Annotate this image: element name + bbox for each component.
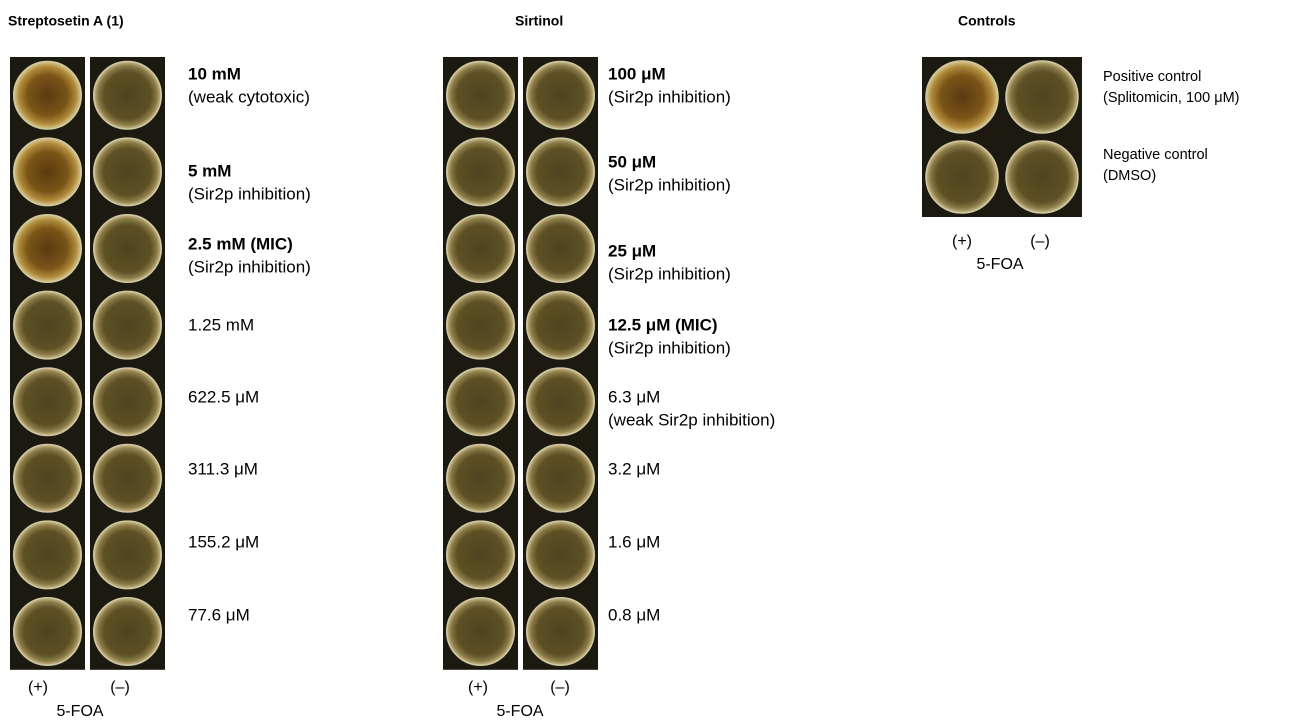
- panel-title: Streptosetin A (1): [8, 13, 124, 29]
- column-label: (+): [28, 679, 48, 696]
- panel-title: Sirtinol: [515, 13, 563, 29]
- well: [14, 598, 82, 666]
- well: [14, 138, 82, 206]
- row-note: (Sir2p inhibition): [608, 338, 731, 357]
- well: [14, 521, 82, 589]
- well: [527, 215, 595, 283]
- well: [447, 215, 515, 283]
- well: [1006, 61, 1078, 133]
- well: [14, 368, 82, 436]
- row-label: 25 μM: [608, 241, 656, 260]
- well: [926, 141, 998, 213]
- column-label: (+): [952, 233, 972, 250]
- well: [94, 445, 162, 513]
- well: [447, 445, 515, 513]
- row-note: (Sir2p inhibition): [608, 87, 731, 106]
- page: Streptosetin A (1) 10 mM (weak cytotoxic) 5…: [0, 0, 1308, 725]
- well: [94, 138, 162, 206]
- well: [94, 521, 162, 589]
- row-note: (Sir2p inhibition): [608, 175, 731, 194]
- well: [527, 138, 595, 206]
- well: [926, 61, 998, 133]
- row-label: 622.5 μM: [188, 387, 259, 406]
- row-label: 100 μM: [608, 64, 666, 83]
- row-note: (weak cytotoxic): [188, 87, 310, 106]
- well: [447, 521, 515, 589]
- well: [447, 598, 515, 666]
- well: [1006, 141, 1078, 213]
- well: [94, 368, 162, 436]
- well: [527, 445, 595, 513]
- axis-label: 5-FOA: [976, 256, 1023, 273]
- row-label: 77.6 μM: [188, 605, 250, 624]
- row-label: Negative control: [1103, 147, 1208, 163]
- row-label: 10 mM: [188, 64, 241, 83]
- row-label: 5 mM: [188, 161, 231, 180]
- well: [14, 215, 82, 283]
- column-label: (–): [550, 679, 570, 696]
- well: [447, 291, 515, 359]
- well: [14, 62, 82, 130]
- row-note: (DMSO): [1103, 168, 1156, 184]
- row-label: 3.2 μM: [608, 459, 660, 478]
- well: [527, 291, 595, 359]
- row-note: (Sir2p inhibition): [608, 264, 731, 283]
- row-label: 6.3 μM: [608, 387, 660, 406]
- axis-label: 5-FOA: [56, 703, 103, 720]
- row-label: 12.5 μM (MIC): [608, 315, 718, 334]
- row-note: (Sir2p inhibition): [188, 184, 311, 203]
- well: [447, 62, 515, 130]
- row-note: (weak Sir2p inhibition): [608, 410, 775, 429]
- figure: Streptosetin A (1) 10 mM (weak cytotoxic) 5…: [0, 0, 1308, 725]
- well: [447, 138, 515, 206]
- row-label: 50 μM: [608, 152, 656, 171]
- well: [94, 598, 162, 666]
- well: [94, 215, 162, 283]
- row-label: 0.8 μM: [608, 605, 660, 624]
- well: [527, 368, 595, 436]
- well: [447, 368, 515, 436]
- axis-label: 5-FOA: [496, 703, 543, 720]
- row-label: 155.2 μM: [188, 532, 259, 551]
- row-label: 1.6 μM: [608, 532, 660, 551]
- well: [14, 445, 82, 513]
- row-label: Positive control: [1103, 69, 1201, 85]
- row-label: 2.5 mM (MIC): [188, 234, 293, 253]
- well: [94, 291, 162, 359]
- row-label: 311.3 μM: [188, 459, 258, 478]
- panel-title: Controls: [958, 13, 1016, 29]
- well: [527, 62, 595, 130]
- well: [94, 62, 162, 130]
- column-label: (–): [1030, 233, 1050, 250]
- column-label: (–): [110, 679, 130, 696]
- well: [14, 291, 82, 359]
- well: [527, 598, 595, 666]
- row-label: 1.25 mM: [188, 315, 254, 334]
- row-note: (Sir2p inhibition): [188, 257, 311, 276]
- well: [527, 521, 595, 589]
- column-label: (+): [468, 679, 488, 696]
- row-note: (Splitomicin, 100 μM): [1103, 90, 1239, 106]
